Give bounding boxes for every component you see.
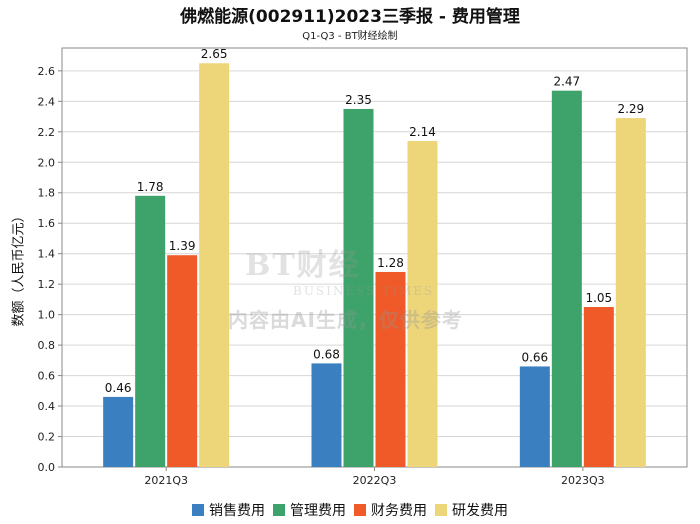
plot-area [62, 48, 687, 467]
chart-legend: 销售费用 管理费用 财务费用 研发费用 [0, 500, 700, 520]
y-tick-label: 0.6 [38, 370, 56, 383]
legend-swatch [273, 504, 285, 516]
y-tick-label: 1.2 [38, 278, 56, 291]
legend-swatch [354, 504, 366, 516]
y-tick-label: 0.8 [38, 339, 56, 352]
legend-swatch [192, 504, 204, 516]
data-label: 1.28 [377, 256, 404, 270]
legend-item: 管理费用 [273, 500, 346, 520]
x-tick-label: 2023Q3 [561, 474, 605, 487]
chart-title: 佛燃能源(002911)2023三季报 - 费用管理 [180, 7, 520, 27]
data-label: 0.68 [313, 347, 340, 361]
data-label: 2.14 [409, 125, 436, 139]
bar [583, 307, 614, 467]
bar [199, 63, 230, 468]
watermark-text: 内容由AI生成，仅供参考 [228, 308, 463, 332]
legend-label: 财务费用 [371, 503, 427, 519]
y-tick-label: 1.0 [38, 309, 56, 322]
watermark-logo-text: BT财经 [245, 248, 361, 283]
data-label: 1.05 [585, 291, 612, 305]
data-label: 1.39 [169, 239, 196, 253]
watermark-logo: BT财经 BUSINESS TIMES [245, 240, 434, 298]
y-tick-label: 1.8 [38, 187, 56, 200]
y-tick-label: 0.2 [38, 431, 56, 444]
data-label: 2.47 [553, 75, 580, 89]
data-label: 2.29 [617, 102, 644, 116]
legend-item: 销售费用 [192, 500, 265, 520]
legend-label: 销售费用 [209, 503, 265, 519]
bar [103, 396, 134, 467]
bar [615, 118, 646, 467]
bar [167, 255, 198, 467]
legend-label: 研发费用 [452, 503, 508, 519]
data-label: 0.46 [105, 381, 132, 395]
bar [311, 363, 342, 467]
legend-item: 研发费用 [435, 500, 508, 520]
y-tick-label: 2.0 [38, 156, 56, 169]
bar [135, 195, 166, 467]
x-tick-label: 2022Q3 [353, 474, 397, 487]
legend-swatch [435, 504, 447, 516]
watermark-logo-subtext: BUSINESS TIMES [293, 284, 435, 298]
y-tick-label: 2.4 [38, 95, 56, 108]
y-tick-label: 0.4 [38, 400, 56, 413]
data-label: 0.66 [521, 350, 548, 364]
chart-subtitle: Q1-Q3 - BT财经绘制 [302, 31, 398, 42]
data-label: 2.35 [345, 93, 372, 107]
bar [551, 90, 582, 468]
bar [343, 108, 374, 467]
data-label: 2.65 [201, 47, 228, 61]
y-tick-label: 1.4 [38, 248, 56, 261]
x-tick-label: 2021Q3 [144, 474, 188, 487]
legend-item: 财务费用 [354, 500, 427, 520]
y-tick-label: 0.0 [38, 461, 56, 474]
bar-chart: 0.0 0.2 0.4 0.6 0.8 1.0 1.2 1.4 1.6 1.8 2.0 2.2 2.4 2… [38, 47, 688, 487]
bar [407, 140, 438, 467]
bar [375, 271, 406, 467]
y-tick-label: 2.6 [38, 65, 56, 78]
y-tick-label: 2.2 [38, 126, 56, 139]
data-label: 1.78 [137, 180, 164, 194]
y-tick-label: 1.6 [38, 217, 56, 230]
bar [519, 366, 550, 467]
legend-label: 管理费用 [290, 503, 346, 519]
